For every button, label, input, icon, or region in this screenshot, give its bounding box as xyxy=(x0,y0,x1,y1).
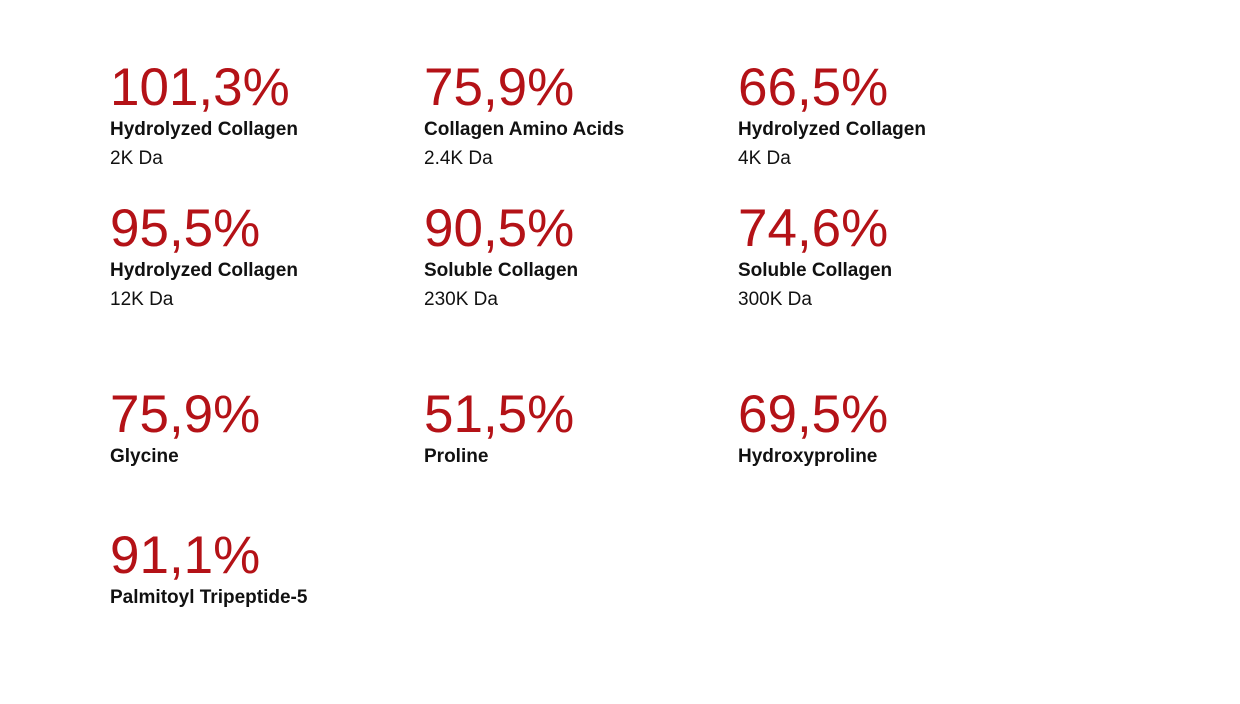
stat-molecular-weight: 12K Da xyxy=(110,289,174,310)
stat-molecular-weight: 2K Da xyxy=(110,148,163,169)
stat-molecular-weight: 4K Da xyxy=(738,148,791,169)
stat-value: 66,5% xyxy=(738,58,889,117)
stat-block: 75,9% Collagen Amino Acids 2.4K Da xyxy=(424,60,724,173)
stat-molecular-weight: 230K Da xyxy=(424,289,498,310)
stat-block: 101,3% Hydrolyzed Collagen 2K Da xyxy=(110,60,410,173)
stat-value: 69,5% xyxy=(738,385,889,444)
stat-value: 101,3% xyxy=(110,58,290,117)
stat-block: 91,1% Palmitoyl Tripeptide-5 xyxy=(110,528,410,612)
stat-molecular-weight: 2.4K Da xyxy=(424,148,493,169)
stat-value: 90,5% xyxy=(424,199,575,258)
stat-ingredient-name: Hydroxyproline xyxy=(738,446,878,467)
stat-value: 51,5% xyxy=(424,385,575,444)
stat-value: 75,9% xyxy=(110,385,261,444)
stat-value: 91,1% xyxy=(110,526,261,585)
stat-block: 75,9% Glycine xyxy=(110,387,410,471)
stat-block: 51,5% Proline xyxy=(424,387,724,471)
stat-ingredient-name: Collagen Amino Acids xyxy=(424,119,625,140)
stat-ingredient-name: Palmitoyl Tripeptide-5 xyxy=(110,587,308,608)
stat-ingredient-name: Hydrolyzed Collagen xyxy=(738,119,926,140)
stat-ingredient-name: Hydrolyzed Collagen xyxy=(110,260,298,281)
stat-block: 66,5% Hydrolyzed Collagen 4K Da xyxy=(738,60,1038,173)
stat-value: 75,9% xyxy=(424,58,575,117)
stat-ingredient-name: Glycine xyxy=(110,446,179,467)
stat-ingredient-name: Proline xyxy=(424,446,489,467)
stat-ingredient-name: Hydrolyzed Collagen xyxy=(110,119,298,140)
stat-block: 74,6% Soluble Collagen 300K Da xyxy=(738,201,1038,314)
stat-value: 95,5% xyxy=(110,199,261,258)
stat-block: 69,5% Hydroxyproline xyxy=(738,387,1038,471)
stat-value: 74,6% xyxy=(738,199,889,258)
stat-ingredient-name: Soluble Collagen xyxy=(424,260,579,281)
stat-molecular-weight: 300K Da xyxy=(738,289,812,310)
stat-ingredient-name: Soluble Collagen xyxy=(738,260,893,281)
stat-block: 95,5% Hydrolyzed Collagen 12K Da xyxy=(110,201,410,314)
stat-block: 90,5% Soluble Collagen 230K Da xyxy=(424,201,724,314)
